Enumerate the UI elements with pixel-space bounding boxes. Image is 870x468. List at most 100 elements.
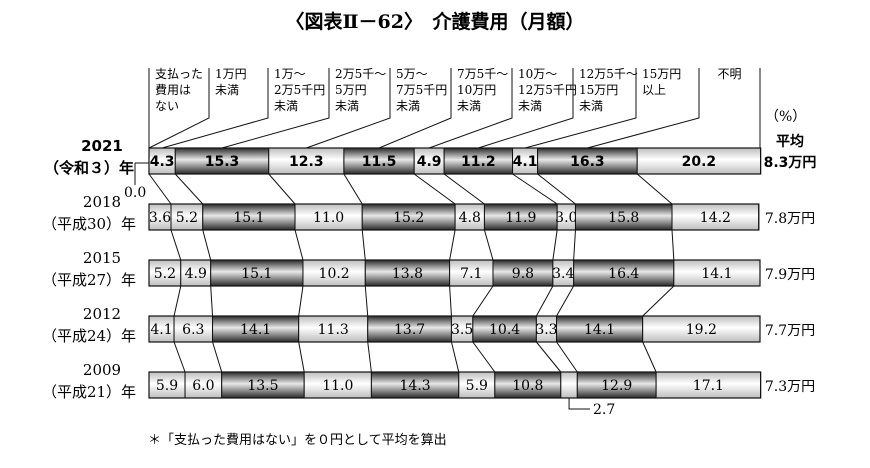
legend-label: 未満: [335, 99, 359, 113]
bar-segment: [212, 315, 300, 343]
footnote: ＊「支払った費用はない」を０円として平均を算出: [148, 433, 447, 448]
data-label: 3.6: [149, 210, 171, 226]
data-label: 3.5: [451, 322, 473, 338]
bar-segment: [655, 371, 762, 399]
data-label: 4.1: [513, 154, 538, 170]
connector-line: [537, 173, 576, 205]
legend-label: 12万5千円: [518, 83, 577, 97]
legend-label: 不明: [717, 67, 741, 81]
data-label: 5.9: [466, 378, 488, 394]
data-label: 9.8: [512, 266, 534, 282]
year-label: 2018: [83, 193, 121, 211]
connector-line: [556, 285, 575, 317]
data-label: 13.7: [394, 322, 425, 338]
bar-segment: [170, 203, 204, 231]
bar-segment: [367, 315, 452, 343]
legend-label: 1万～: [274, 67, 306, 81]
bar-outline: [148, 315, 761, 343]
connector-line: [535, 341, 562, 373]
data-label: 4.9: [417, 154, 442, 170]
data-label: 4.8: [459, 210, 481, 226]
legend-label: 12万5千～: [579, 67, 638, 81]
data-label: 13.5: [247, 378, 278, 394]
data-label: 16.4: [608, 266, 639, 282]
bar-row: 5.2 4.9 15.1 10.2 13.8 7.1 9.8 3.4 16.4 14.1: [148, 259, 761, 287]
legend-label: 2万5千～: [335, 67, 386, 81]
data-label: 11.2: [461, 154, 496, 170]
data-label: 12.3: [289, 154, 324, 170]
connector-line: [556, 341, 578, 373]
data-label: 6.0: [192, 378, 214, 394]
bar-segment: [370, 371, 460, 399]
bar-row: 5.9 6.0 13.5 11.0 14.3 5.9 10.8 12.9 17.1: [148, 371, 762, 399]
year-label: 2015: [83, 249, 121, 267]
year-label: 2009: [83, 361, 121, 379]
year-label: 2021: [81, 137, 123, 155]
bar-segment: [642, 315, 761, 343]
bar-segment: [268, 147, 345, 175]
average-value: 7.8万円: [765, 211, 815, 227]
connector-line: [483, 229, 494, 261]
data-label: 14.1: [240, 322, 271, 338]
data-label: 5.9: [156, 378, 178, 394]
data-label: 15.3: [205, 154, 240, 170]
average-value: 7.9万円: [765, 267, 815, 283]
connector-line: [671, 229, 675, 261]
legend-label: 7万5千～: [457, 67, 508, 81]
legend-leader-lines: [148, 68, 761, 149]
connector-line: [450, 341, 460, 373]
data-label: 10.8: [512, 378, 543, 394]
year-era-label: （平成30）年: [42, 215, 136, 233]
connector-line: [449, 285, 452, 317]
bar-row: 3.6 5.2 15.1 11.0 15.2 4.8 11.9 3.0 15.8 14.2: [148, 203, 760, 231]
connector-line: [443, 173, 485, 205]
connector-line: [472, 285, 494, 317]
data-label: 11.0: [313, 210, 344, 226]
legend-label: 7万5千円: [396, 83, 447, 97]
legend-label: ない: [155, 99, 179, 113]
legend-item: 支払った費用はない: [155, 67, 203, 113]
connector-line: [268, 173, 296, 205]
legend-label: 未満: [579, 99, 603, 113]
bar-segment: [671, 203, 760, 231]
bar-segment: [512, 147, 539, 175]
connector-line: [449, 229, 456, 261]
data-label: 14.2: [700, 210, 731, 226]
bar-outline: [148, 259, 761, 287]
connector-line: [298, 285, 304, 317]
data-label: 10.4: [489, 322, 520, 338]
data-label: 4.1: [150, 322, 172, 338]
year-era-label: （平成21）年: [42, 383, 136, 401]
legend-label: 1万円: [215, 67, 247, 81]
small-segment-callout-label: 2.7: [593, 402, 615, 418]
legend-label: 未満: [457, 99, 481, 113]
connector-line: [173, 341, 186, 373]
bar-segment: [413, 147, 445, 175]
legend-label: 以上: [642, 83, 666, 97]
connector-line: [413, 173, 456, 205]
legend: 支払った費用はない1万円未満1万～2万5千円未満2万5千～5万円未満5万～7万5…: [155, 67, 742, 113]
data-label: 14.1: [701, 266, 732, 282]
connector-line: [148, 173, 172, 205]
legend-label: 未満: [518, 99, 542, 113]
connector-line: [298, 341, 305, 373]
data-label: 14.3: [400, 378, 431, 394]
year-label: 2012: [83, 305, 121, 323]
chart-title: 〈図表Ⅱ－62〉 介護費用（月額）: [286, 10, 585, 33]
connector-line: [170, 229, 182, 261]
bar-segment: [560, 371, 578, 399]
connector-line: [364, 285, 369, 317]
legend-item: 不明: [717, 67, 741, 81]
connector-line: [642, 285, 675, 317]
legend-label: 10万～: [518, 67, 557, 81]
connector-line: [173, 285, 182, 317]
legend-label: 費用は: [155, 82, 191, 97]
zero-callout-label: 0.0: [124, 185, 146, 201]
data-label: 16.3: [570, 154, 605, 170]
